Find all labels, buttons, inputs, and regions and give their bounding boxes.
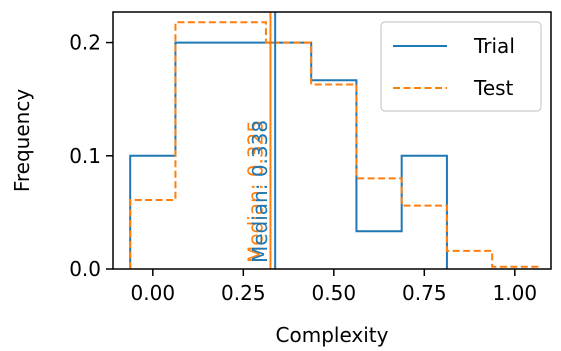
legend-label-test: Test	[473, 76, 514, 100]
median-label-1: Median: 0.338	[248, 120, 272, 263]
x-axis-label: Complexity	[276, 323, 389, 347]
legend: Trial Test	[380, 21, 542, 112]
median-label-0: Median: 0.325	[243, 120, 267, 263]
plot-frame	[112, 11, 552, 270]
x-tick-label: 0.00	[131, 281, 176, 305]
x-tick-label: 0.50	[312, 281, 357, 305]
y-tick-label: 0.0	[69, 257, 101, 281]
y-tick-label: 0.2	[69, 31, 101, 55]
x-tick-label: 0.25	[221, 281, 266, 305]
legend-label-trial: Trial	[473, 34, 515, 58]
x-tick-label: 1.00	[493, 281, 538, 305]
axis-ticks: 0.00 0.25 0.50 0.75 1.00 0.0 0.1 0.2	[69, 31, 537, 305]
legend-box	[380, 21, 542, 112]
y-axis-label: Frequency	[10, 89, 34, 192]
x-tick-label: 0.75	[402, 281, 447, 305]
y-tick-label: 0.1	[69, 144, 101, 168]
